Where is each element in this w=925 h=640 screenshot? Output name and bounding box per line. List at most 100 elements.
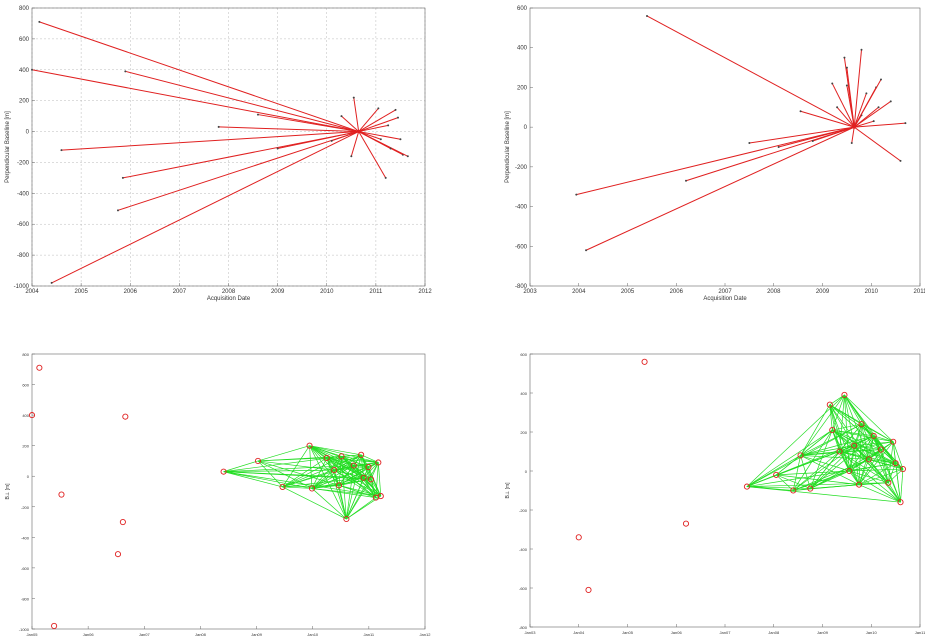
baseline-line — [353, 97, 360, 132]
interferogram-edge — [353, 465, 372, 480]
x-tick-label: 2010 — [865, 289, 879, 295]
interferogram-edge — [353, 454, 362, 466]
interferogram-edge — [849, 468, 903, 472]
x-tick-label: Jan08 — [195, 632, 207, 637]
interferogram-edge — [793, 470, 850, 491]
acquisition-point — [396, 116, 399, 119]
interferogram-edge — [858, 441, 894, 485]
interferogram-edge — [311, 457, 328, 489]
interferogram-edge — [360, 454, 364, 478]
chart-svg: 2003 2004 2005 2006 2007 2008 2009 2010 2011 -800… — [505, 6, 925, 302]
x-tick-label: 2005 — [621, 289, 635, 295]
interferogram-edge — [346, 465, 355, 520]
acquisition-marker — [358, 451, 365, 458]
interferogram-edge — [853, 445, 860, 485]
interferogram-edge — [309, 445, 362, 456]
baseline-line — [853, 93, 867, 128]
baseline-line — [31, 69, 359, 133]
acquisition-point — [877, 106, 880, 109]
acquisition-marker — [335, 482, 343, 489]
x-tick-label: Jan11 — [915, 630, 925, 635]
interferogram-edge — [282, 486, 313, 489]
baseline-line — [350, 131, 360, 157]
interferogram-edge — [844, 394, 850, 472]
acquisition-marker — [641, 358, 648, 365]
chart-svg: 2004 2005 2006 2007 2008 2009 2010 2011 2012 -100… — [5, 6, 432, 302]
master-point — [357, 129, 361, 134]
acquisition-marker — [851, 442, 858, 449]
x-tick-label: Jan06 — [671, 630, 683, 635]
interferogram-edge — [800, 429, 833, 456]
acquisition-point — [121, 176, 124, 179]
acquisition-point — [685, 179, 687, 182]
acquisition-marker — [350, 462, 357, 469]
interferogram-edge — [831, 394, 845, 431]
interferogram-edge — [831, 429, 860, 485]
x-tick-label: 2004 — [572, 289, 586, 295]
baseline-line — [51, 131, 359, 284]
interferogram-edge — [832, 423, 862, 431]
acquisition-point — [585, 249, 588, 252]
interferogram-edge — [377, 462, 382, 497]
baseline-line — [812, 126, 855, 142]
interferogram-edge — [309, 445, 340, 486]
interferogram-edge — [282, 445, 310, 488]
baseline-line — [585, 126, 855, 251]
y-tick-label: -400 — [21, 535, 30, 540]
y-tick-label: 0 — [26, 130, 30, 136]
x-tick-label: Jan10 — [307, 632, 319, 637]
interferogram-edge — [363, 466, 369, 478]
acquisition-marker — [773, 471, 780, 478]
baseline-network-plot-1: Jan05 Jan06 Jan07 Jan08 Jan09 Jan10 Jan11 Jan12… — [0, 345, 431, 640]
acquisition-point — [387, 124, 390, 127]
acquisition-marker — [36, 364, 43, 371]
x-tick-label: 2007 — [718, 289, 732, 295]
acquisition-marker — [899, 466, 906, 473]
acquisition-marker — [846, 467, 853, 475]
y-tick-label: -200 — [21, 505, 30, 510]
interferogram-edge — [873, 435, 901, 503]
acquisition-point — [904, 122, 907, 125]
acquisition-marker — [836, 448, 843, 455]
y-tick-label: 200 — [517, 85, 528, 91]
interferogram-edge — [326, 457, 347, 520]
interferogram-edge — [776, 470, 850, 476]
interferogram-edge — [839, 423, 862, 452]
acquisition-point — [389, 147, 392, 150]
x-tick-label: Jan05 — [27, 632, 39, 637]
x-tick-label: Jan10 — [866, 630, 878, 635]
acquisition-point — [850, 142, 853, 145]
acquisition-point — [899, 159, 902, 162]
y-tick-label: -800 — [515, 284, 528, 290]
x-tick-label: 2004 — [25, 289, 39, 295]
baseline-line — [851, 127, 855, 144]
y-tick-label: -800 — [17, 253, 30, 259]
acquisition-marker — [279, 483, 286, 490]
acquisition-marker — [797, 452, 804, 459]
interferogram-edge — [829, 404, 833, 431]
interferogram-edge — [829, 404, 860, 485]
acquisition-marker — [858, 421, 865, 428]
interferogram-edge — [311, 469, 335, 489]
interferogram-edge — [800, 455, 850, 472]
x-tick-label: 2009 — [816, 289, 830, 295]
interferogram-edge — [338, 485, 347, 520]
interferogram-edge — [868, 435, 875, 460]
acquisition-marker — [575, 534, 582, 541]
interferogram-edge — [363, 462, 379, 478]
acquisition-marker — [892, 460, 899, 467]
acquisition-marker — [897, 499, 904, 506]
acquisition-marker — [220, 468, 227, 475]
x-tick-label: Jan06 — [83, 632, 95, 637]
acquisition-marker — [58, 491, 65, 498]
x-axis-label: Acquisition Date — [703, 296, 747, 302]
interferogram-edge — [873, 435, 889, 483]
y-tick-label: -400 — [17, 191, 30, 197]
baseline-line — [277, 131, 359, 150]
interferogram-edge — [880, 449, 896, 464]
interferogram-edge — [282, 457, 327, 488]
interferogram-edge — [800, 455, 860, 485]
interferogram-edge — [839, 451, 901, 503]
acquisition-point — [575, 193, 578, 196]
y-tick-label: -200 — [17, 160, 30, 166]
